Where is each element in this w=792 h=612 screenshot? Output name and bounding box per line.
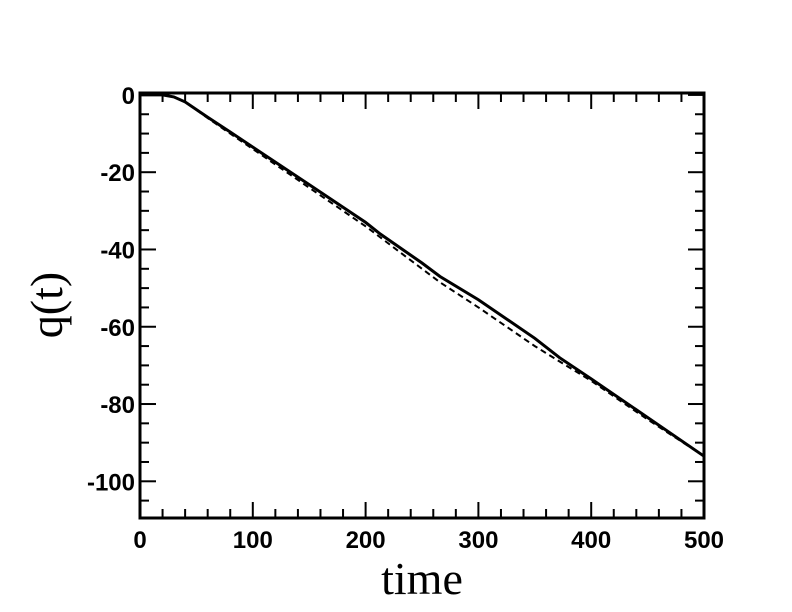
x-tick-label: 0: [133, 527, 146, 554]
y-axis-tick-labels: 0 -20 -40 -60 -80 -100: [87, 83, 135, 496]
x-tick-label: 400: [571, 527, 611, 554]
y-tick-label: -20: [100, 160, 135, 187]
y-tick-label: -100: [87, 469, 135, 496]
x-axis-tick-labels: 0 100 200 300 400 500: [133, 527, 724, 554]
x-tick-label: 200: [346, 527, 386, 554]
plot-area-border: [138, 91, 706, 520]
y-tick-label: -40: [100, 237, 135, 264]
series-dashed-line: [140, 93, 705, 458]
x-tick-label: 300: [458, 527, 498, 554]
x-axis-title: time: [381, 553, 463, 604]
series-layer: [140, 93, 705, 458]
x-tick-label: 500: [684, 527, 724, 554]
series-solid-line: [140, 93, 705, 458]
axis-ticks: [139, 93, 705, 518]
y-tick-label: -80: [100, 392, 135, 419]
y-tick-label: -60: [100, 315, 135, 342]
plot-frame: [138, 91, 706, 520]
y-axis-title: q(t): [21, 272, 72, 338]
y-tick-label: 0: [122, 83, 135, 110]
x-tick-label: 100: [233, 527, 273, 554]
